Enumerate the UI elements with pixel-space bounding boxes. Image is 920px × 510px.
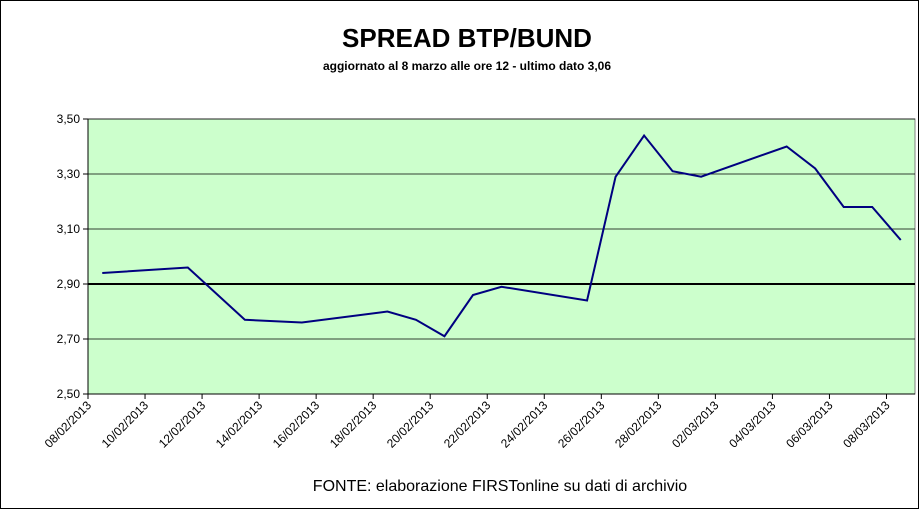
y-tick-label: 3,30 — [57, 167, 81, 181]
y-tick-label: 2,70 — [57, 332, 81, 346]
data-line — [102, 133, 902, 338]
y-tick-label: 2,90 — [57, 277, 81, 291]
y-tick-label: 2,50 — [57, 387, 81, 401]
y-tick-label: 3,50 — [57, 112, 81, 126]
y-tick-label: 3,10 — [57, 222, 81, 236]
source-note: FONTE: elaborazione FIRSTonline su dati … — [313, 478, 687, 495]
chart-subtitle: aggiornato al 8 marzo alle ore 12 - ulti… — [323, 59, 611, 73]
chart-title: SPREAD BTP/BUND — [342, 23, 592, 53]
plot-area — [87, 118, 916, 395]
